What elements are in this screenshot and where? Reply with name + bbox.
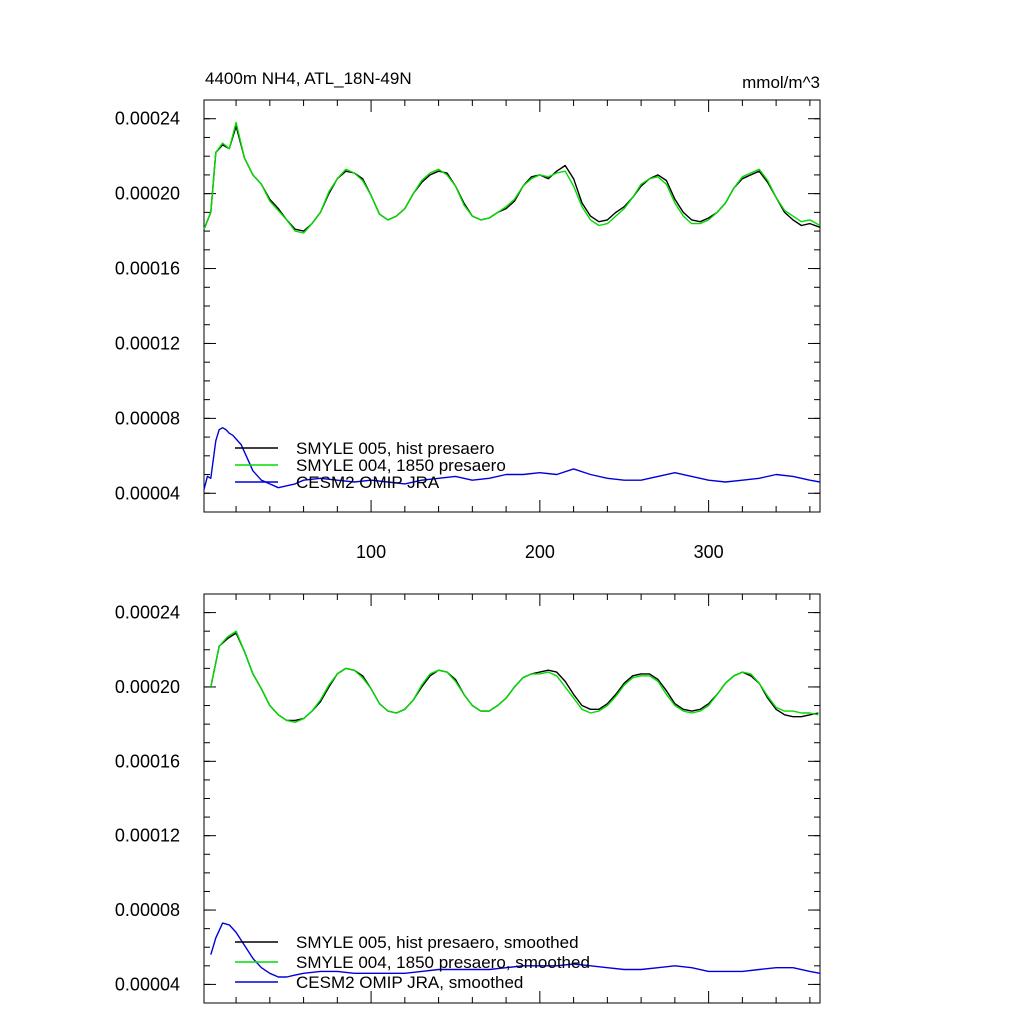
legend-label: SMYLE 004, 1850 presaero, smoothed	[296, 953, 590, 972]
bottom-panel: 0.00004 0.00008 0.00012 0.00016 0.00020 0.000…	[115, 593, 821, 1004]
series-line-2	[210, 630, 819, 723]
y-tick-label: 0.00012	[115, 333, 180, 353]
y-tick-label: 0.00020	[115, 677, 180, 697]
legend-label: SMYLE 005, hist presaero	[296, 439, 494, 458]
series-line-3	[203, 427, 821, 490]
series-line-1	[210, 632, 819, 722]
legend-label: SMYLE 005, hist presaero, smoothed	[296, 933, 579, 952]
series-line-1	[203, 125, 821, 232]
series-line-3	[210, 922, 821, 978]
y-tick-label: 0.00016	[115, 751, 180, 771]
y-tick-label: 0.00012	[115, 826, 180, 846]
y-tick-label: 0.00004	[115, 483, 180, 503]
y-tick-label: 0.00008	[115, 900, 180, 920]
legend-label: CESM2 OMIP JRA, smoothed	[296, 973, 523, 992]
panel-title: 4400m NH4, ATL_18N-49N	[205, 69, 412, 88]
x-tick-label: 100	[356, 542, 386, 562]
top-panel: 4400m NH4, ATL_18N-49N mmol/m^3 0.00004 0…	[115, 69, 821, 562]
y-tick-label: 0.00016	[115, 259, 180, 279]
y-tick-label: 0.00024	[115, 603, 180, 623]
y-tick-label: 0.00008	[115, 408, 180, 428]
units-label: mmol/m^3	[742, 73, 820, 92]
legend-label: SMYLE 004, 1850 presaero	[296, 456, 506, 475]
y-tick-label: 0.00004	[115, 974, 180, 994]
y-tick-label: 0.00020	[115, 184, 180, 204]
series-line-2	[203, 121, 821, 234]
x-tick-label: 200	[525, 542, 555, 562]
y-tick-label: 0.00024	[115, 109, 180, 129]
legend-label: CESM2 OMIP JRA	[296, 473, 440, 492]
x-tick-label: 300	[694, 542, 724, 562]
